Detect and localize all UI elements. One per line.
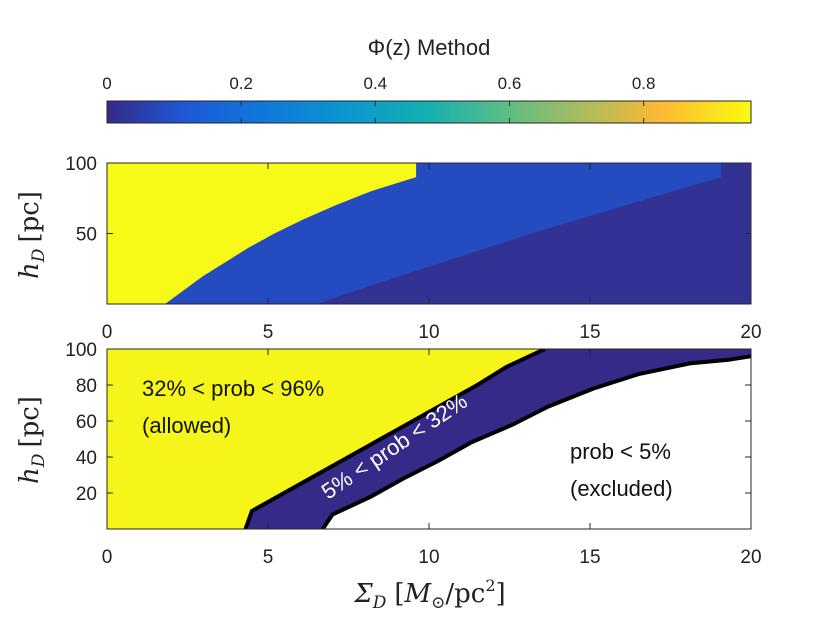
colorbar-tick-label: 0.4 (364, 74, 388, 93)
colorbar-tick-label: 0.2 (229, 74, 253, 93)
region-allowed (107, 349, 545, 529)
colorbar-ticks (106, 101, 645, 123)
bottom-ylabel: hD[pc] (15, 396, 49, 484)
y-tick-label: 40 (76, 448, 97, 469)
colorbar-tick-label: 0 (102, 74, 111, 93)
x-tick-label: 15 (579, 547, 600, 568)
colorbar-tick-label: 0.8 (632, 74, 656, 93)
y-tick-label: 20 (76, 484, 97, 505)
top-panel: 0 5 10 15 20 50 100 hD[pc] (15, 154, 762, 343)
heat-core (107, 163, 417, 304)
x-tick-label: 5 (263, 547, 274, 568)
bottom-panel: 0 5 10 15 20 20 40 60 80 100 32% < prob < 96% (al… (15, 340, 762, 613)
colorbar (106, 100, 752, 124)
x-tick-label: 10 (418, 547, 439, 568)
x-tick-label: 0 (102, 547, 113, 568)
colorbar-tick-labels: 0 0.2 0.4 0.6 0.8 (102, 74, 655, 93)
top-heatmap (107, 163, 751, 304)
x-tick-label: 0 (102, 322, 113, 343)
boundary-32-percent (243, 349, 546, 529)
x-tick-label: 10 (418, 322, 439, 343)
excluded-label-line1: prob < 5% (570, 439, 671, 464)
x-tick-label: 5 (263, 322, 274, 343)
x-tick-label: 20 (740, 322, 761, 343)
region-intermediate (245, 349, 751, 529)
excluded-label-line2: (excluded) (570, 476, 673, 501)
boundary-5-percent (321, 354, 751, 529)
bottom-panel-axes: 0 5 10 15 20 20 40 60 80 100 (65, 340, 761, 568)
x-tick-label: 20 (740, 547, 761, 568)
top-panel-axes: 0 5 10 15 20 50 100 (65, 154, 761, 343)
bottom-xlabel: ΣD [M⊙/pc2] (353, 576, 505, 613)
y-tick-label: 100 (65, 154, 97, 175)
allowed-label-line2: (allowed) (142, 413, 231, 438)
chart-title: Φ(z) Method (368, 35, 491, 60)
y-tick-label: 100 (65, 340, 97, 361)
x-tick-label: 15 (579, 322, 600, 343)
allowed-label-line1: 32% < prob < 96% (142, 376, 324, 401)
colorbar-tick-label: 0.6 (498, 74, 522, 93)
y-tick-label: 50 (76, 225, 97, 246)
top-ylabel: hD[pc] (15, 191, 49, 279)
y-tick-label: 60 (76, 412, 97, 433)
y-tick-label: 80 (76, 376, 97, 397)
